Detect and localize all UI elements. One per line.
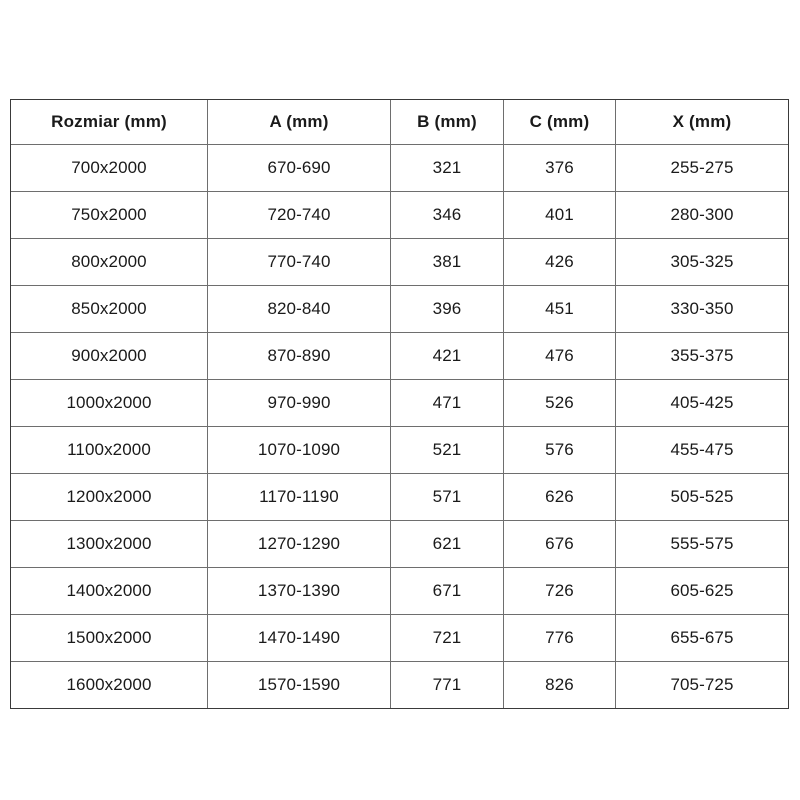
cell-a: 820-840 — [207, 285, 391, 333]
cell-a: 970-990 — [207, 379, 391, 427]
cell-rozmiar: 900x2000 — [10, 332, 208, 380]
table-row: 1000x2000 970-990 471 526 405-425 — [10, 379, 789, 427]
cell-b: 396 — [390, 285, 504, 333]
size-table-container: Rozmiar (mm) A (mm) B (mm) C (mm) X (mm)… — [10, 99, 789, 709]
cell-c: 476 — [503, 332, 616, 380]
column-header-rozmiar: Rozmiar (mm) — [10, 99, 208, 145]
cell-x: 330-350 — [615, 285, 789, 333]
cell-x: 705-725 — [615, 661, 789, 709]
table-row: 1100x2000 1070-1090 521 576 455-475 — [10, 426, 789, 474]
cell-c: 726 — [503, 567, 616, 615]
cell-rozmiar: 1000x2000 — [10, 379, 208, 427]
cell-x: 280-300 — [615, 191, 789, 239]
table-row: 1300x2000 1270-1290 621 676 555-575 — [10, 520, 789, 568]
cell-a: 670-690 — [207, 144, 391, 192]
cell-x: 255-275 — [615, 144, 789, 192]
cell-b: 771 — [390, 661, 504, 709]
cell-rozmiar: 850x2000 — [10, 285, 208, 333]
table-row: 900x2000 870-890 421 476 355-375 — [10, 332, 789, 380]
cell-b: 721 — [390, 614, 504, 662]
cell-rozmiar: 1300x2000 — [10, 520, 208, 568]
table-row: 1400x2000 1370-1390 671 726 605-625 — [10, 567, 789, 615]
column-header-b: B (mm) — [390, 99, 504, 145]
cell-c: 576 — [503, 426, 616, 474]
cell-c: 376 — [503, 144, 616, 192]
cell-b: 321 — [390, 144, 504, 192]
cell-x: 555-575 — [615, 520, 789, 568]
cell-c: 826 — [503, 661, 616, 709]
cell-x: 455-475 — [615, 426, 789, 474]
column-header-x: X (mm) — [615, 99, 789, 145]
cell-b: 571 — [390, 473, 504, 521]
table-header-row: Rozmiar (mm) A (mm) B (mm) C (mm) X (mm) — [10, 99, 789, 145]
cell-x: 405-425 — [615, 379, 789, 427]
cell-c: 451 — [503, 285, 616, 333]
table-row: 1600x2000 1570-1590 771 826 705-725 — [10, 661, 789, 709]
cell-x: 605-625 — [615, 567, 789, 615]
table-row: 1200x2000 1170-1190 571 626 505-525 — [10, 473, 789, 521]
table-row: 700x2000 670-690 321 376 255-275 — [10, 144, 789, 192]
cell-b: 521 — [390, 426, 504, 474]
cell-c: 676 — [503, 520, 616, 568]
table-row: 750x2000 720-740 346 401 280-300 — [10, 191, 789, 239]
cell-a: 720-740 — [207, 191, 391, 239]
cell-rozmiar: 700x2000 — [10, 144, 208, 192]
cell-rozmiar: 1100x2000 — [10, 426, 208, 474]
cell-x: 355-375 — [615, 332, 789, 380]
cell-rozmiar: 800x2000 — [10, 238, 208, 286]
cell-x: 505-525 — [615, 473, 789, 521]
table-body: 700x2000 670-690 321 376 255-275 750x2000 720-… — [10, 144, 789, 709]
table-row: 1500x2000 1470-1490 721 776 655-675 — [10, 614, 789, 662]
cell-c: 526 — [503, 379, 616, 427]
cell-b: 421 — [390, 332, 504, 380]
table-row: 800x2000 770-740 381 426 305-325 — [10, 238, 789, 286]
cell-c: 426 — [503, 238, 616, 286]
cell-a: 1070-1090 — [207, 426, 391, 474]
cell-rozmiar: 1400x2000 — [10, 567, 208, 615]
cell-x: 305-325 — [615, 238, 789, 286]
cell-a: 1270-1290 — [207, 520, 391, 568]
cell-c: 626 — [503, 473, 616, 521]
cell-a: 1570-1590 — [207, 661, 391, 709]
cell-b: 621 — [390, 520, 504, 568]
cell-x: 655-675 — [615, 614, 789, 662]
cell-rozmiar: 750x2000 — [10, 191, 208, 239]
table-row: 850x2000 820-840 396 451 330-350 — [10, 285, 789, 333]
column-header-c: C (mm) — [503, 99, 616, 145]
cell-c: 401 — [503, 191, 616, 239]
cell-b: 381 — [390, 238, 504, 286]
cell-b: 671 — [390, 567, 504, 615]
cell-rozmiar: 1200x2000 — [10, 473, 208, 521]
cell-a: 770-740 — [207, 238, 391, 286]
cell-a: 870-890 — [207, 332, 391, 380]
cell-a: 1370-1390 — [207, 567, 391, 615]
cell-rozmiar: 1500x2000 — [10, 614, 208, 662]
column-header-a: A (mm) — [207, 99, 391, 145]
cell-rozmiar: 1600x2000 — [10, 661, 208, 709]
cell-b: 471 — [390, 379, 504, 427]
product-size-table: Rozmiar (mm) A (mm) B (mm) C (mm) X (mm)… — [10, 99, 789, 709]
cell-a: 1170-1190 — [207, 473, 391, 521]
cell-c: 776 — [503, 614, 616, 662]
cell-b: 346 — [390, 191, 504, 239]
cell-a: 1470-1490 — [207, 614, 391, 662]
table-header: Rozmiar (mm) A (mm) B (mm) C (mm) X (mm) — [10, 99, 789, 145]
